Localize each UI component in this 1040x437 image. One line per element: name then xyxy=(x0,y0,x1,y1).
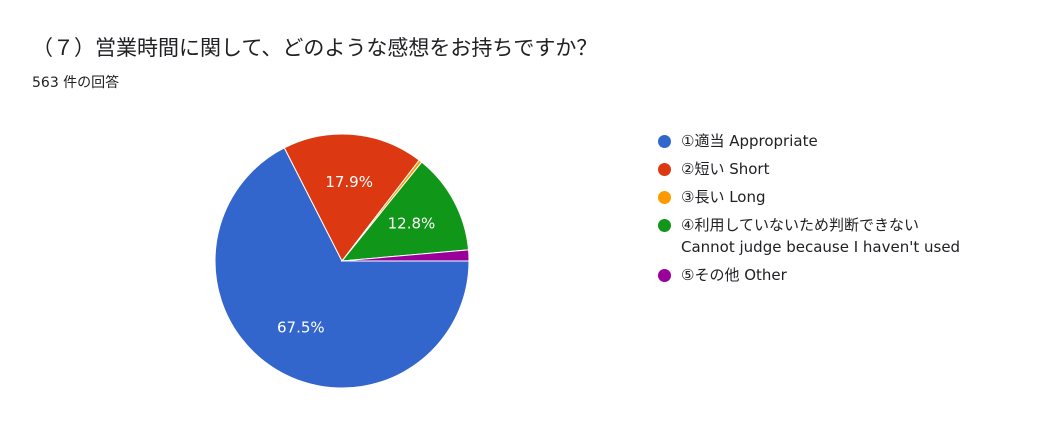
legend-item: ②短い Short xyxy=(658,158,960,180)
legend-item: ④利用していないため判断できない Cannot judge because I … xyxy=(658,214,960,258)
legend-swatch xyxy=(658,269,671,282)
data-label: 67.5% xyxy=(277,319,325,337)
pie-slice xyxy=(341,249,470,262)
legend-swatch xyxy=(658,163,671,176)
pie-slice xyxy=(214,147,470,389)
chart-subtitle: 563 件の回答 xyxy=(32,75,120,91)
pie-slice xyxy=(340,161,470,262)
legend-swatch xyxy=(658,219,671,232)
legend: ①適当 Appropriate ②短い Short ③長い Long ④利用していない… xyxy=(658,130,960,292)
legend-label: ①適当 Appropriate xyxy=(681,132,818,150)
data-label: 12.8% xyxy=(388,214,436,232)
pie-slice xyxy=(283,133,420,262)
legend-item: ③長い Long xyxy=(658,186,960,208)
legend-label: ②短い Short xyxy=(681,160,770,178)
legend-label: ③長い Long xyxy=(681,188,766,206)
legend-item: ①適当 Appropriate xyxy=(658,130,960,152)
chart-title: （７）営業時間に関して、どのような感想をお持ちですか？ xyxy=(32,36,598,60)
legend-label: ⑤その他 Other xyxy=(681,266,787,284)
legend-label: ④利用していないため判断できない Cannot judge because I … xyxy=(681,216,961,256)
legend-swatch xyxy=(658,135,671,148)
data-label: 17.9% xyxy=(325,173,373,191)
legend-item: ⑤その他 Other xyxy=(658,264,960,286)
legend-swatch xyxy=(658,191,671,204)
